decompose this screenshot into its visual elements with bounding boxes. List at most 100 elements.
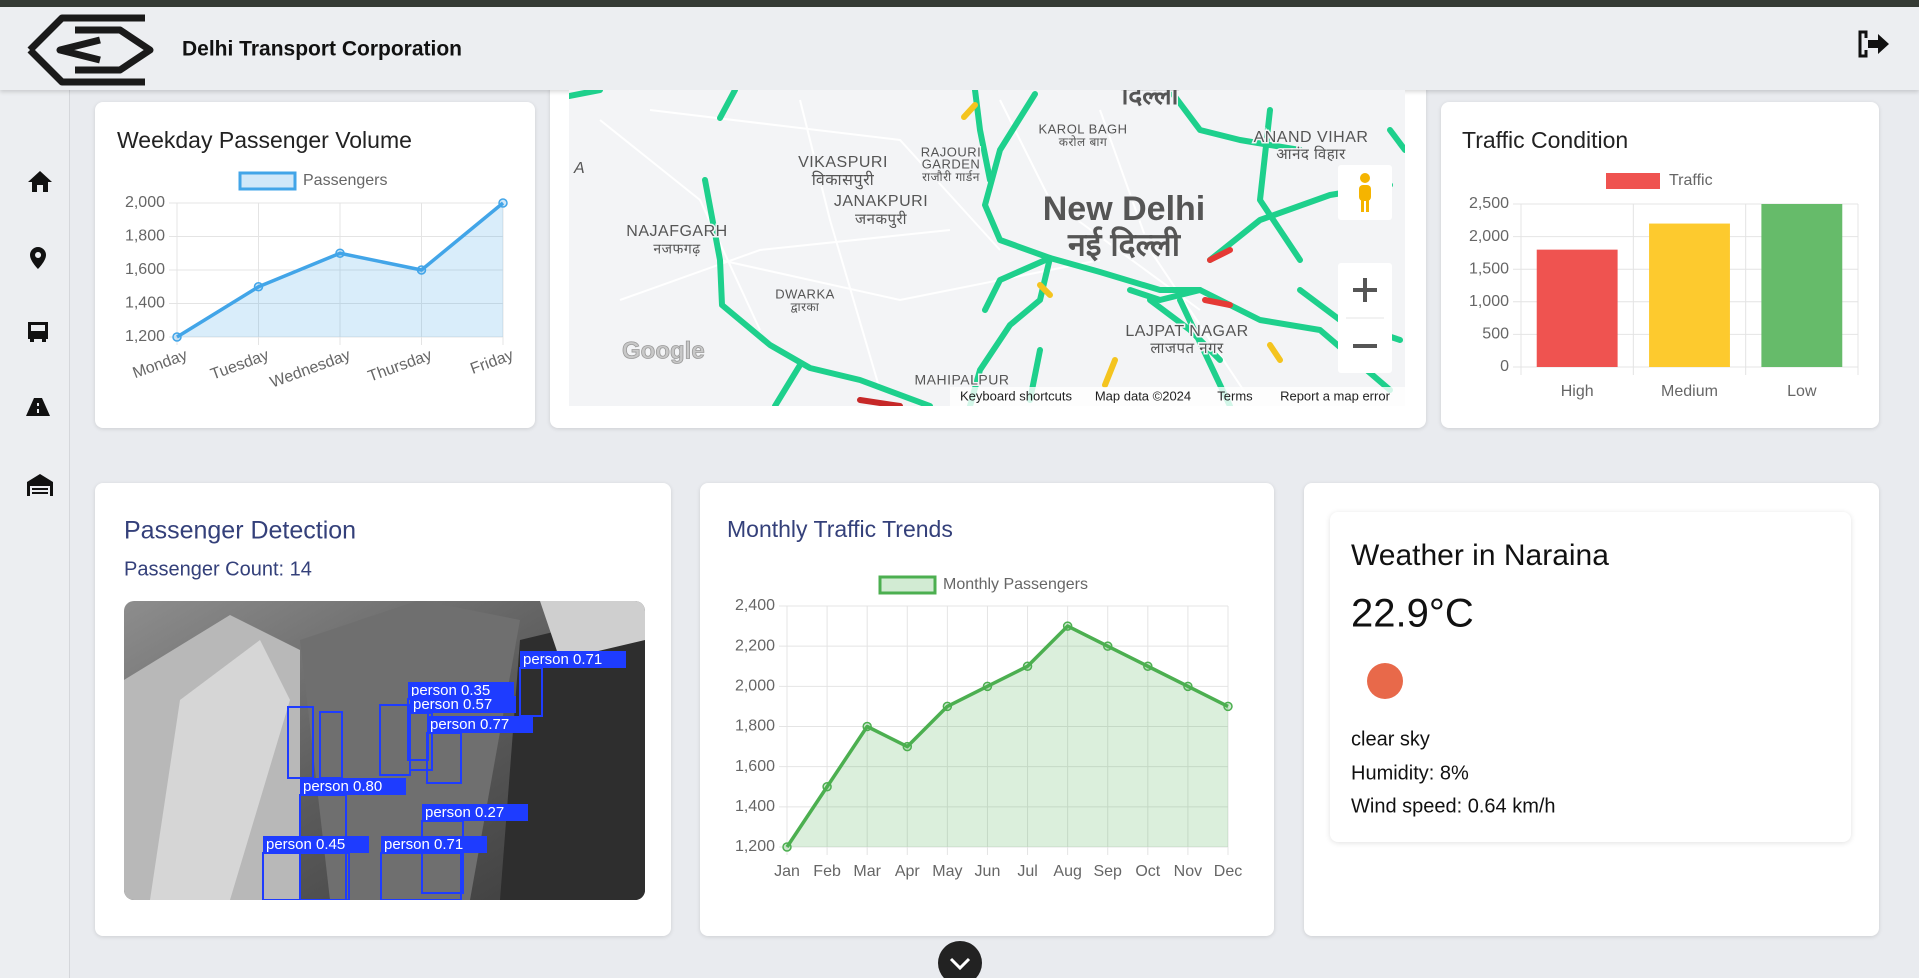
pegman-icon bbox=[1359, 173, 1371, 212]
congestion-roads bbox=[857, 102, 1283, 406]
map-place-label: KAROL BAGH bbox=[1038, 121, 1127, 136]
legend-label: Monthly Passengers bbox=[943, 576, 1088, 593]
map-edge-label: A bbox=[573, 160, 585, 177]
y-tick-label: 1,800 bbox=[125, 228, 165, 245]
x-tick-label: Oct bbox=[1135, 863, 1160, 880]
legend-label: Traffic bbox=[1669, 172, 1713, 189]
point bbox=[1022, 661, 1033, 671]
weather-temperature: 22.9°C bbox=[1351, 592, 1474, 636]
detection-label: person 0.35 bbox=[411, 682, 490, 699]
point bbox=[335, 248, 345, 258]
point bbox=[982, 681, 993, 692]
point bbox=[1183, 681, 1193, 692]
weather-title: Weather in Naraina bbox=[1351, 539, 1609, 572]
point bbox=[172, 332, 182, 342]
map-place-label: द्वारका bbox=[791, 300, 820, 314]
bar bbox=[1761, 204, 1843, 367]
y-tick-label: 2,000 bbox=[1469, 228, 1509, 245]
chart-title: Weekday Passenger Volume bbox=[117, 127, 412, 153]
detection-label-bg bbox=[422, 804, 528, 821]
weather-humidity: Humidity: 8% bbox=[1351, 762, 1469, 784]
x-tick-label: Tuesday bbox=[208, 347, 271, 384]
map-place-label: करोल बाग bbox=[1059, 135, 1107, 149]
passenger-count: Passenger Count: 14 bbox=[124, 558, 312, 580]
zoom-in-button[interactable] bbox=[1353, 278, 1377, 302]
x-tick-label: Apr bbox=[895, 863, 921, 880]
map-place-label: आनंद विहार bbox=[1276, 145, 1346, 163]
line bbox=[785, 624, 1229, 848]
map-place-label: LAJPAT NAGAR bbox=[1125, 323, 1248, 340]
legend-swatch bbox=[1606, 173, 1660, 189]
garage-icon[interactable] bbox=[27, 474, 53, 496]
y-tick-label: 2,500 bbox=[1469, 195, 1509, 212]
detection-label-bg bbox=[520, 651, 626, 668]
scroll-down-button[interactable] bbox=[938, 941, 982, 978]
point bbox=[416, 265, 427, 275]
bus-icon[interactable] bbox=[28, 322, 48, 342]
map-place-label: GARDEN bbox=[922, 156, 981, 171]
map-place-label: विकासपुरी bbox=[812, 170, 875, 190]
map-place-label: NAJAFGARH bbox=[626, 223, 727, 240]
x-tick-label: Aug bbox=[1053, 863, 1081, 880]
map-logo: Google bbox=[622, 337, 705, 364]
map-place-label: DWARKA bbox=[775, 286, 835, 301]
y-tick-label: 1,200 bbox=[735, 838, 775, 855]
point bbox=[1062, 621, 1073, 631]
y-tick-label: 500 bbox=[1482, 326, 1509, 343]
home-icon[interactable] bbox=[28, 171, 52, 192]
x-tick-label: High bbox=[1561, 383, 1594, 400]
x-tick-label: Wednesday bbox=[268, 347, 353, 392]
map-place-label: राजौरी गार्डन bbox=[922, 170, 980, 184]
detection-label: person 0.71 bbox=[523, 651, 602, 668]
map-place-label: ANAND VIHAR bbox=[1254, 129, 1369, 146]
y-tick-label: 0 bbox=[1500, 358, 1509, 375]
location-icon[interactable] bbox=[30, 247, 46, 269]
top-strip bbox=[0, 0, 1919, 7]
detection-label-bg bbox=[408, 682, 514, 699]
map-place-label: जनकपुरी bbox=[855, 210, 908, 229]
x-tick-label: Sep bbox=[1093, 863, 1122, 880]
y-tick-label: 2,400 bbox=[735, 597, 775, 614]
point bbox=[942, 701, 953, 712]
logo bbox=[27, 14, 154, 86]
x-tick-label: Jun bbox=[975, 863, 1001, 880]
map-attribution: Report a map error bbox=[1280, 388, 1390, 403]
point bbox=[862, 721, 872, 732]
weather-description: clear sky bbox=[1351, 728, 1430, 750]
road-icon[interactable] bbox=[26, 398, 50, 416]
map-attribution-strip bbox=[950, 387, 1405, 406]
x-tick-label: Dec bbox=[1214, 863, 1242, 880]
detection-label: person 0.77 bbox=[430, 716, 509, 733]
x-tick-label: May bbox=[932, 863, 962, 880]
detection-label-bg bbox=[263, 836, 369, 853]
map-attribution: Keyboard shortcuts bbox=[960, 388, 1073, 403]
y-tick-label: 1,400 bbox=[125, 295, 165, 312]
point bbox=[902, 741, 913, 752]
legend-label: Passengers bbox=[303, 172, 388, 189]
map-place-label: JANAKPURI bbox=[834, 193, 928, 210]
y-tick-label: 1,600 bbox=[125, 261, 165, 278]
y-tick-label: 1,600 bbox=[735, 758, 775, 775]
detection-title: Passenger Detection bbox=[124, 517, 356, 545]
point bbox=[253, 282, 264, 292]
header-title: Delhi Transport Corporation bbox=[182, 38, 462, 61]
detection-label-bg bbox=[381, 836, 487, 853]
detection-label: person 0.80 bbox=[303, 778, 382, 795]
y-tick-label: 1,400 bbox=[735, 798, 775, 815]
map-place-label: New Delhi bbox=[1043, 190, 1205, 228]
logout-button[interactable] bbox=[1858, 30, 1889, 58]
area bbox=[787, 626, 1228, 847]
sidebar bbox=[0, 90, 70, 978]
detection-label: person 0.45 bbox=[266, 836, 345, 853]
map-place-label: नजफगढ़ bbox=[653, 241, 701, 257]
weather-panel bbox=[1330, 512, 1851, 842]
map-attribution: Terms bbox=[1217, 388, 1253, 403]
header bbox=[0, 7, 1919, 90]
minor-roads bbox=[599, 99, 1251, 401]
point bbox=[1143, 661, 1153, 671]
map-place-label: दिल्ली bbox=[1121, 80, 1180, 110]
x-tick-label: Jul bbox=[1017, 863, 1037, 880]
detection-label-bg bbox=[427, 716, 533, 733]
scroll-down-icon bbox=[949, 957, 971, 971]
